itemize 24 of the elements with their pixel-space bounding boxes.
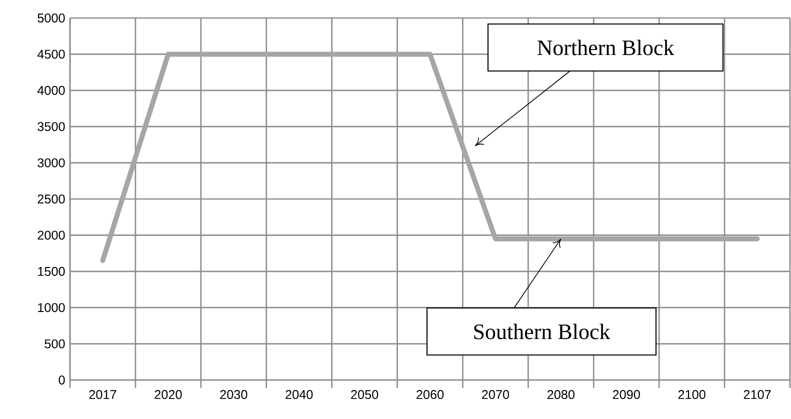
y-tick-label: 3000: [38, 158, 65, 168]
x-tick-label: 2020: [154, 390, 182, 400]
x-tick-label: 2017: [89, 390, 116, 400]
x-tick-label: 2060: [416, 390, 444, 400]
annotation: Southern Block: [474, 324, 610, 340]
y-tick-label: 2500: [38, 194, 65, 204]
x-tick-label: 2070: [482, 390, 510, 400]
annotation: Northern Block: [537, 40, 674, 56]
x-tick-label: 2090: [612, 390, 640, 400]
y-tick-label: 500: [44, 339, 65, 348]
y-tick-label: 2000: [38, 230, 65, 240]
y-tick-label: 3500: [38, 122, 65, 132]
y-tick-label: 0: [58, 376, 65, 384]
y-tick-label: 4000: [37, 86, 65, 95]
y-tick-label: 1500: [38, 266, 65, 276]
x-tick-label: 2100: [678, 390, 706, 400]
x-tick-label: 2040: [286, 390, 313, 400]
x-tick-label: 2030: [220, 390, 248, 400]
x-tick-label: 2050: [351, 390, 378, 400]
x-tick-label: 2080: [547, 390, 574, 400]
y-tick-label: 5000: [38, 14, 65, 22]
y-tick-label: 4500: [37, 50, 65, 59]
y-tick-label: 1000: [38, 303, 65, 312]
x-tick-label: 2107: [744, 390, 771, 400]
